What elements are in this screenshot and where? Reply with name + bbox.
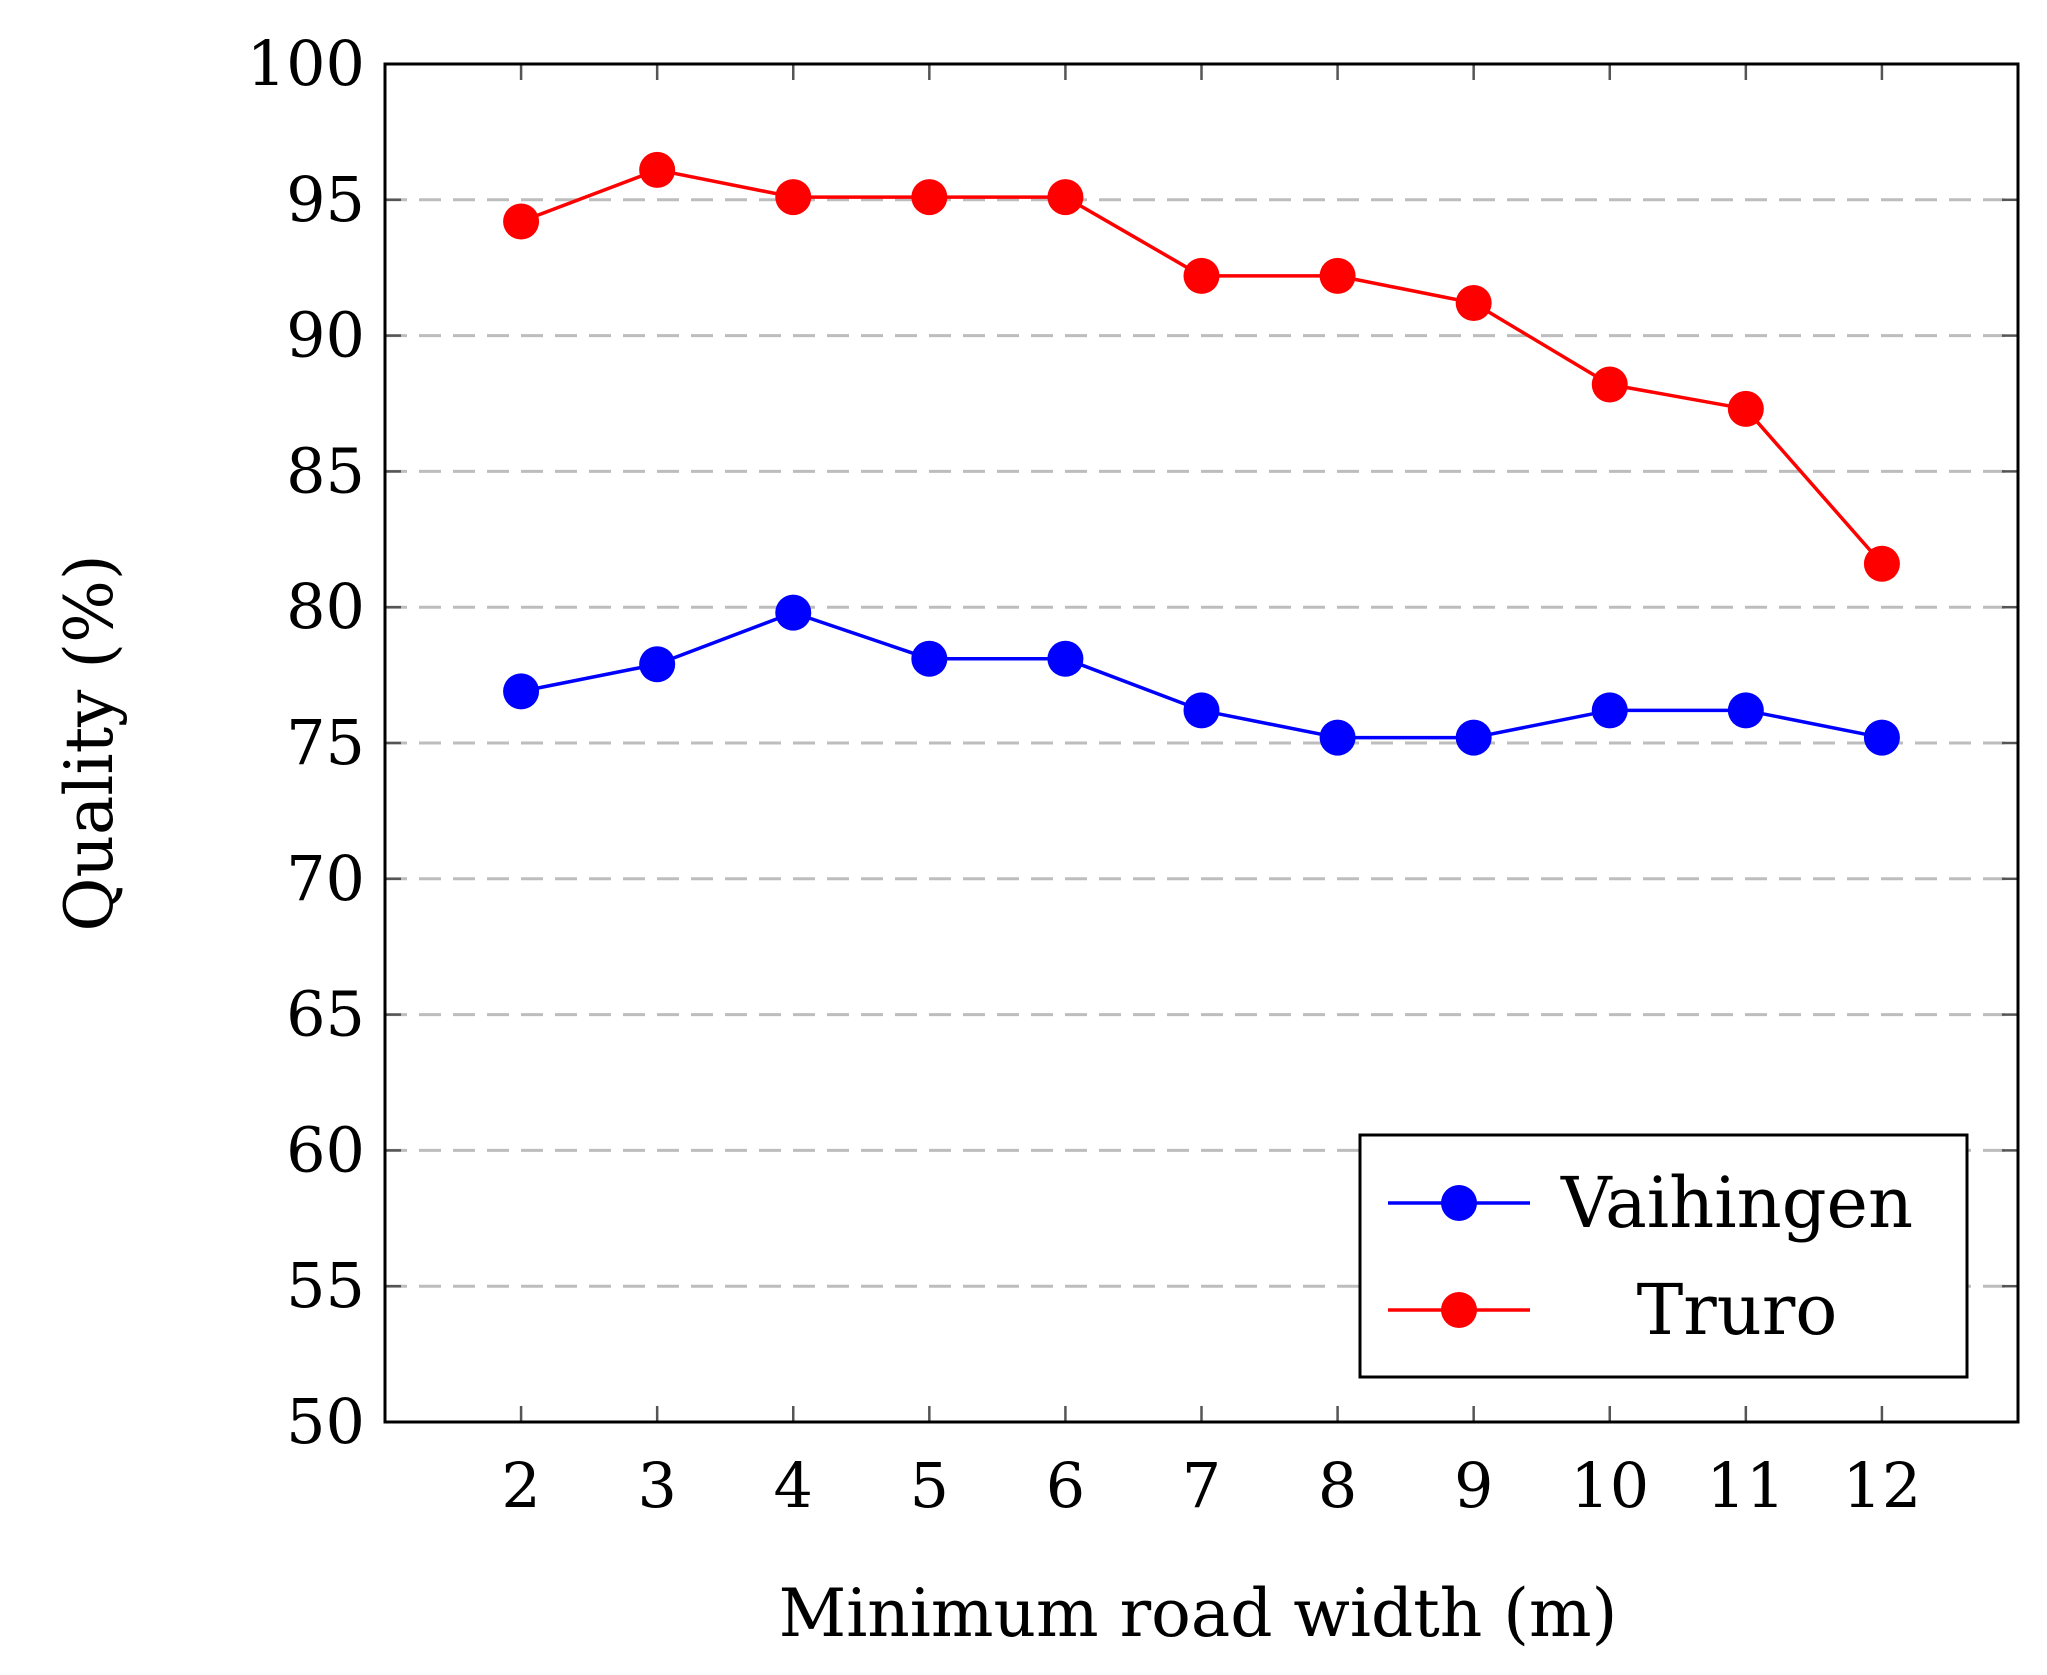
legend-marker-truro bbox=[1441, 1292, 1477, 1328]
data-point-vaihingen bbox=[503, 673, 540, 710]
data-point-vaihingen bbox=[911, 640, 948, 677]
series-line-truro bbox=[520, 168, 1884, 565]
x-tick-label: 12 bbox=[1842, 1449, 1921, 1522]
data-point-vaihingen bbox=[1863, 719, 1900, 756]
data-point-vaihingen bbox=[1455, 719, 1492, 756]
y-axis-title: Quality (%) bbox=[51, 554, 128, 931]
data-point-truro bbox=[639, 151, 676, 188]
legend-box bbox=[1358, 1133, 1969, 1379]
data-point-vaihingen bbox=[1727, 692, 1764, 729]
legend-marker-vaihingen bbox=[1441, 1185, 1477, 1221]
x-tick-label: 8 bbox=[1318, 1449, 1357, 1522]
y-tick-label: 95 bbox=[286, 163, 365, 236]
y-tick-label: 65 bbox=[286, 978, 365, 1051]
data-point-truro bbox=[503, 203, 540, 240]
grid-lines bbox=[385, 198, 2018, 1288]
series-points bbox=[503, 151, 1900, 756]
x-tick-label: 7 bbox=[1182, 1449, 1221, 1522]
data-point-truro bbox=[775, 179, 812, 216]
data-point-truro bbox=[1047, 179, 1084, 216]
x-tick-label: 5 bbox=[910, 1449, 949, 1522]
y-tick-label: 100 bbox=[247, 27, 365, 100]
y-tick-label: 75 bbox=[286, 706, 365, 779]
data-point-truro bbox=[1319, 257, 1356, 294]
legend: Vaihingen Truro bbox=[1358, 1133, 1969, 1379]
legend-label-vaihingen: Vaihingen bbox=[1560, 1162, 1913, 1244]
data-point-vaihingen bbox=[1183, 692, 1220, 729]
y-tick-label: 70 bbox=[286, 842, 365, 915]
x-tick-label: 3 bbox=[637, 1449, 676, 1522]
series-lines bbox=[520, 168, 1884, 740]
x-tick-label: 11 bbox=[1706, 1449, 1785, 1522]
y-tick-label: 85 bbox=[286, 434, 365, 507]
plot-area-frame bbox=[383, 62, 2020, 1424]
x-tick-label: 6 bbox=[1046, 1449, 1085, 1522]
data-point-truro bbox=[911, 179, 948, 216]
y-tick-label: 60 bbox=[286, 1113, 365, 1186]
data-point-vaihingen bbox=[1047, 640, 1084, 677]
axis-ticks bbox=[385, 62, 2018, 1424]
legend-label-truro: Truro bbox=[1637, 1269, 1838, 1351]
x-tick-label: 2 bbox=[501, 1449, 540, 1522]
data-point-truro bbox=[1183, 257, 1220, 294]
y-tick-label: 80 bbox=[286, 570, 365, 643]
x-axis-title: Minimum road width (m) bbox=[779, 1575, 1618, 1652]
data-point-truro bbox=[1455, 285, 1492, 322]
y-tick-label: 90 bbox=[286, 299, 365, 372]
data-point-vaihingen bbox=[775, 594, 812, 631]
x-tick-label: 4 bbox=[774, 1449, 813, 1522]
y-tick-labels: 50 55 60 65 70 75 80 85 90 95 100 bbox=[247, 27, 365, 1458]
y-tick-label: 50 bbox=[286, 1385, 365, 1458]
data-point-truro bbox=[1727, 390, 1764, 427]
data-point-truro bbox=[1863, 545, 1900, 582]
data-point-vaihingen bbox=[639, 646, 676, 683]
y-tick-label: 55 bbox=[286, 1249, 365, 1322]
x-tick-label: 9 bbox=[1454, 1449, 1493, 1522]
data-point-truro bbox=[1591, 366, 1628, 403]
data-point-vaihingen bbox=[1319, 719, 1356, 756]
x-tick-labels: 2 3 4 5 6 7 8 9 10 11 12 bbox=[501, 1449, 1921, 1522]
data-point-vaihingen bbox=[1591, 692, 1628, 729]
x-tick-label: 10 bbox=[1570, 1449, 1649, 1522]
